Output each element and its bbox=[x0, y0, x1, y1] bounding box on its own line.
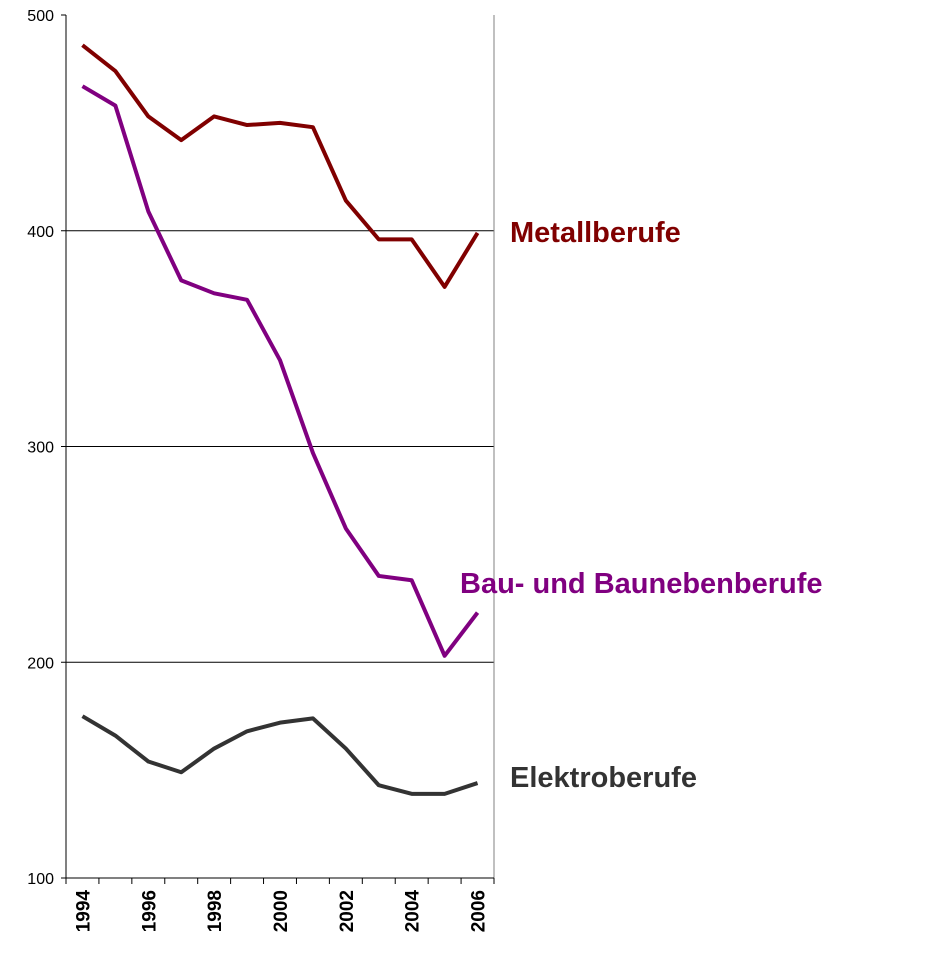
y-tick-label: 100 bbox=[27, 871, 54, 888]
x-tick-label: 2006 bbox=[469, 890, 490, 932]
series-line bbox=[81, 84, 480, 658]
series-line bbox=[81, 43, 480, 289]
x-tick-label: 2002 bbox=[337, 890, 358, 932]
x-tick-label: 1994 bbox=[73, 890, 94, 933]
y-tick-label: 400 bbox=[27, 224, 54, 241]
x-tick-label: 1998 bbox=[205, 890, 226, 932]
y-tick-label: 200 bbox=[27, 655, 54, 672]
series-label: Bau- und Baunebenberufe bbox=[460, 568, 823, 600]
y-tick-label: 500 bbox=[27, 8, 54, 25]
x-tick-label: 1996 bbox=[139, 890, 160, 932]
x-tick-label: 2004 bbox=[403, 890, 424, 933]
series-label: Metallberufe bbox=[510, 217, 681, 249]
x-tick-label: 2000 bbox=[271, 890, 292, 932]
series-line bbox=[81, 714, 479, 796]
y-tick-label: 300 bbox=[27, 440, 54, 457]
series-label: Elektroberufe bbox=[510, 762, 697, 794]
